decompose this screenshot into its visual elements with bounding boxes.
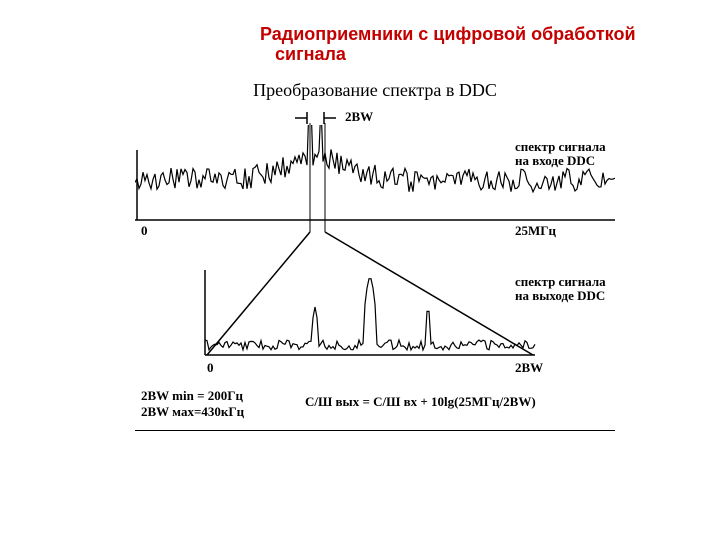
figure-rule <box>135 430 615 431</box>
slide-title-line2: сигнала <box>275 44 346 65</box>
bw-max-text: 2BW мах=430кГц <box>141 404 244 420</box>
bottom-spectrum-label: спектр сигнала на выходе DDC <box>515 275 606 304</box>
bot-label-line1: спектр сигнала <box>515 274 606 289</box>
snr-formula-text: С/Ш вых = С/Ш вх + 10lg(25МГц/2BW) <box>305 394 536 410</box>
bw-min-text: 2BW min = 200Гц <box>141 388 243 404</box>
bot-label-line2: на выходе DDC <box>515 288 605 303</box>
figure-container: Преобразование спектра в DDC 2BW спектр … <box>135 80 615 450</box>
slide: Радиоприемники с цифровой обработкой сиг… <box>0 0 720 540</box>
bottom-axis-left: 0 <box>207 360 214 376</box>
bottom-axis-right: 2BW <box>515 360 543 376</box>
slide-title-line1: Радиоприемники с цифровой обработкой <box>260 24 636 45</box>
